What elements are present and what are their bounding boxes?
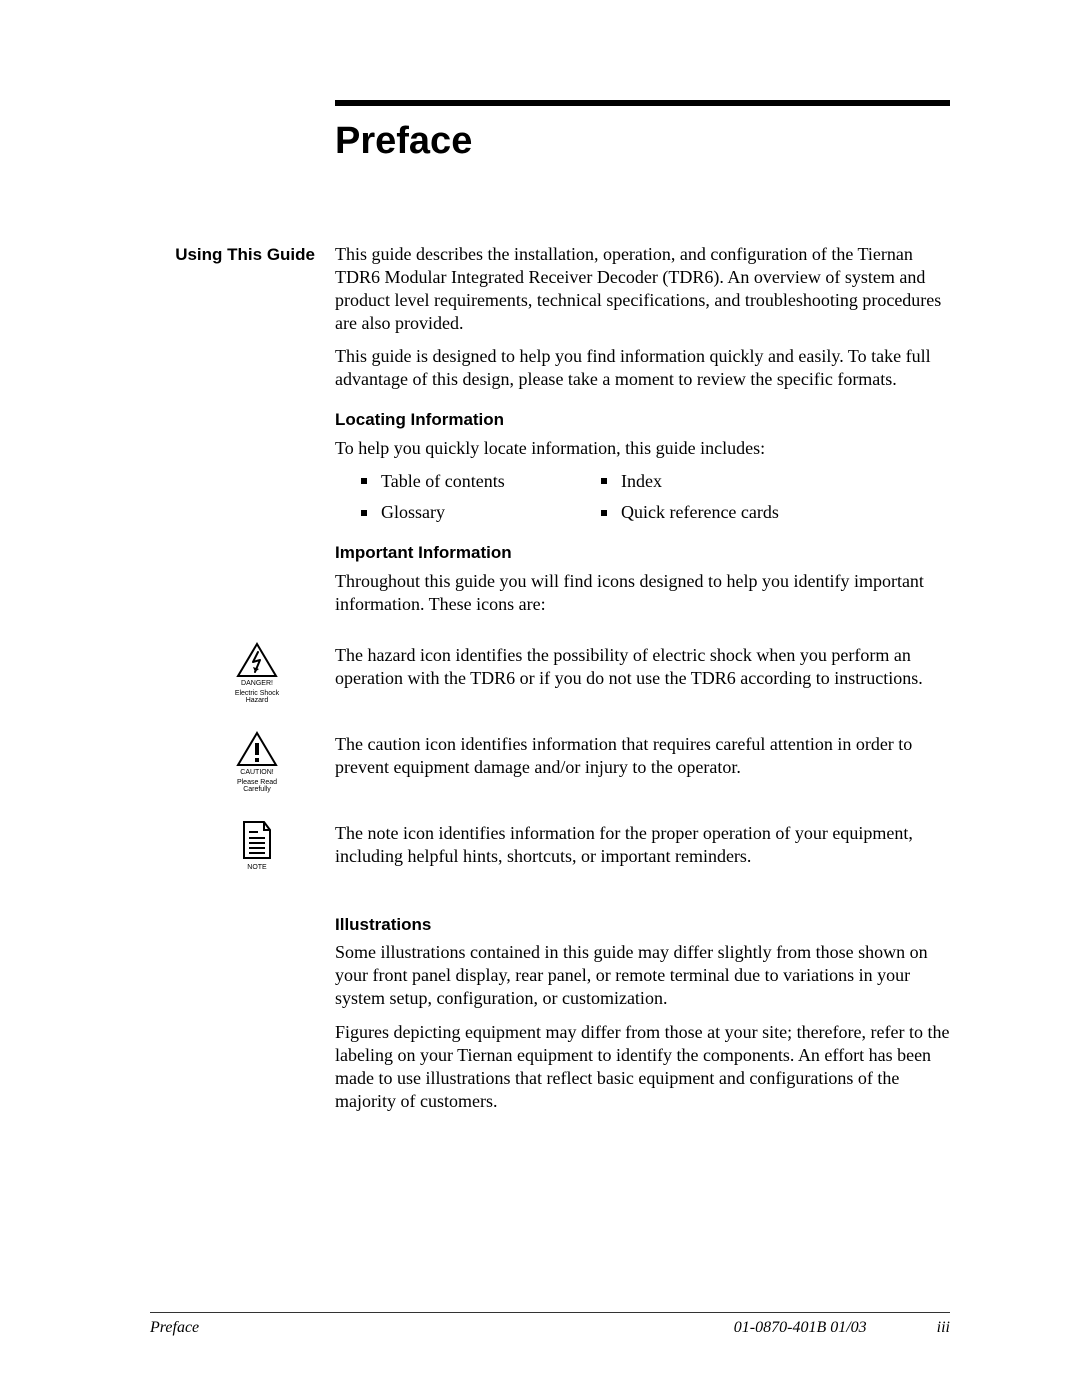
section-label: Using This Guide xyxy=(150,243,335,265)
section-using-this-guide: Using This Guide This guide describes th… xyxy=(150,243,950,626)
caution-label-2: Please Read Carefully xyxy=(227,779,287,794)
page-footer: Preface 01-0870-401B 01/03 iii xyxy=(150,1312,950,1337)
bullet-item: Glossary xyxy=(361,501,591,524)
footer-center: 01-0870-401B 01/03 xyxy=(734,1319,867,1337)
note-icon xyxy=(240,820,274,860)
note-text: The note icon identifies information for… xyxy=(335,820,950,868)
title-rule xyxy=(335,100,950,106)
illustrations-p2: Figures depicting equipment may differ f… xyxy=(335,1021,950,1113)
note-icon-cell: NOTE xyxy=(150,820,335,872)
square-bullet-icon xyxy=(361,478,367,484)
bullet-item: Quick reference cards xyxy=(601,501,950,524)
danger-label-1: DANGER! xyxy=(241,680,273,688)
illustrations-heading: Illustrations xyxy=(335,914,950,936)
danger-icon-block: DANGER! Electric Shock Hazard xyxy=(227,642,287,705)
important-lead: Throughout this guide you will find icon… xyxy=(335,570,950,616)
danger-row: DANGER! Electric Shock Hazard The hazard… xyxy=(150,642,950,705)
caution-text: The caution icon identifies information … xyxy=(335,731,950,779)
illustrations-body: Illustrations Some illustrations contain… xyxy=(335,896,950,1123)
locating-lead: To help you quickly locate information, … xyxy=(335,437,950,460)
danger-text: The hazard icon identifies the possibili… xyxy=(335,642,950,690)
empty-side-label xyxy=(150,896,335,898)
intro-paragraph-1: This guide describes the installation, o… xyxy=(335,243,950,335)
bullet-text: Quick reference cards xyxy=(621,501,779,524)
bullet-item: Index xyxy=(601,470,950,493)
footer-right: iii xyxy=(937,1319,950,1337)
page-title: Preface xyxy=(335,120,950,163)
footer-rule xyxy=(150,1312,950,1313)
square-bullet-icon xyxy=(601,478,607,484)
caution-row: CAUTION! Please Read Carefully The cauti… xyxy=(150,731,950,794)
important-heading: Important Information xyxy=(335,542,950,564)
note-icon-block: NOTE xyxy=(227,820,287,872)
caution-icon xyxy=(236,731,278,767)
bullet-text: Table of contents xyxy=(381,470,505,493)
section-body: This guide describes the installation, o… xyxy=(335,243,950,626)
caution-icon-cell: CAUTION! Please Read Carefully xyxy=(150,731,335,794)
danger-label-2: Electric Shock Hazard xyxy=(227,690,287,705)
note-label-1: NOTE xyxy=(247,864,266,872)
caution-label-1: CAUTION! xyxy=(240,769,273,777)
caution-icon-block: CAUTION! Please Read Carefully xyxy=(227,731,287,794)
locating-bullet-grid: Table of contents Index Glossary Quick r… xyxy=(361,470,950,524)
illustrations-section: Illustrations Some illustrations contain… xyxy=(150,896,950,1123)
square-bullet-icon xyxy=(601,510,607,516)
danger-icon xyxy=(236,642,278,678)
footer-left: Preface xyxy=(150,1319,734,1337)
footer-line: Preface 01-0870-401B 01/03 iii xyxy=(150,1319,950,1337)
square-bullet-icon xyxy=(361,510,367,516)
intro-paragraph-2: This guide is designed to help you find … xyxy=(335,345,950,391)
bullet-text: Glossary xyxy=(381,501,445,524)
page: Preface Using This Guide This guide desc… xyxy=(0,0,1080,1397)
danger-icon-cell: DANGER! Electric Shock Hazard xyxy=(150,642,335,705)
illustrations-p1: Some illustrations contained in this gui… xyxy=(335,941,950,1010)
bullet-text: Index xyxy=(621,470,662,493)
bullet-item: Table of contents xyxy=(361,470,591,493)
locating-heading: Locating Information xyxy=(335,409,950,431)
note-row: NOTE The note icon identifies informatio… xyxy=(150,820,950,872)
